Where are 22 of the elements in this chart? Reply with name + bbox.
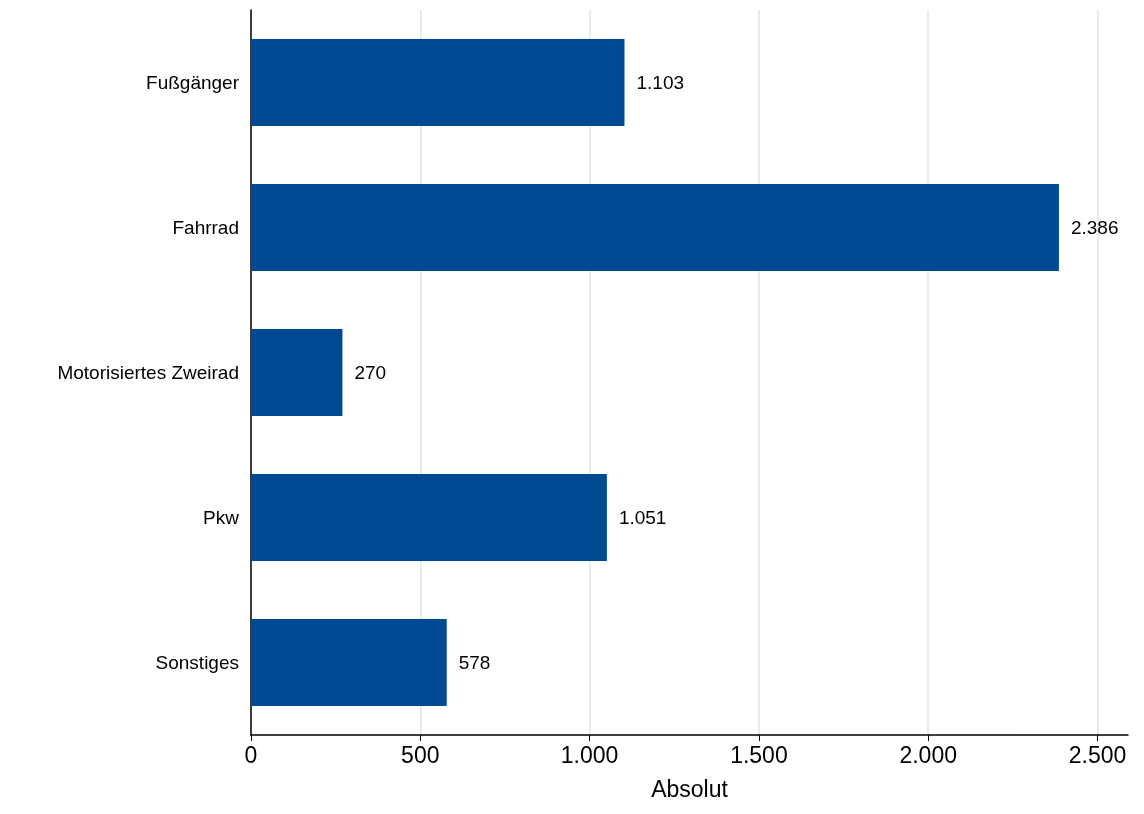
x-tick-label: 1.500 <box>730 741 788 768</box>
x-tick-label: 2.000 <box>899 741 957 768</box>
x-tick-label: 2.500 <box>1068 741 1127 768</box>
y-tick-label: Pkw <box>203 507 240 528</box>
y-tick-label: Fußgänger <box>146 72 240 93</box>
x-tick-label: 0 <box>244 741 258 768</box>
bar <box>251 184 1059 271</box>
x-axis-title: Absolut <box>651 775 729 802</box>
data-label: 578 <box>458 652 491 673</box>
data-label: 2.386 <box>1070 217 1119 238</box>
x-tick-label: 1.000 <box>560 741 619 768</box>
y-tick-label: Fahrrad <box>172 217 239 238</box>
y-tick-label: Sonstiges <box>155 652 239 673</box>
data-label: 270 <box>354 362 387 383</box>
bar <box>251 39 625 126</box>
y-tick-label: Motorisiertes Zweirad <box>57 362 239 383</box>
x-tick-label: 500 <box>401 741 440 768</box>
bar <box>251 329 343 416</box>
bar <box>251 619 447 706</box>
bar <box>251 474 607 561</box>
data-label: 1.103 <box>636 72 685 93</box>
data-label: 1.051 <box>618 507 667 528</box>
